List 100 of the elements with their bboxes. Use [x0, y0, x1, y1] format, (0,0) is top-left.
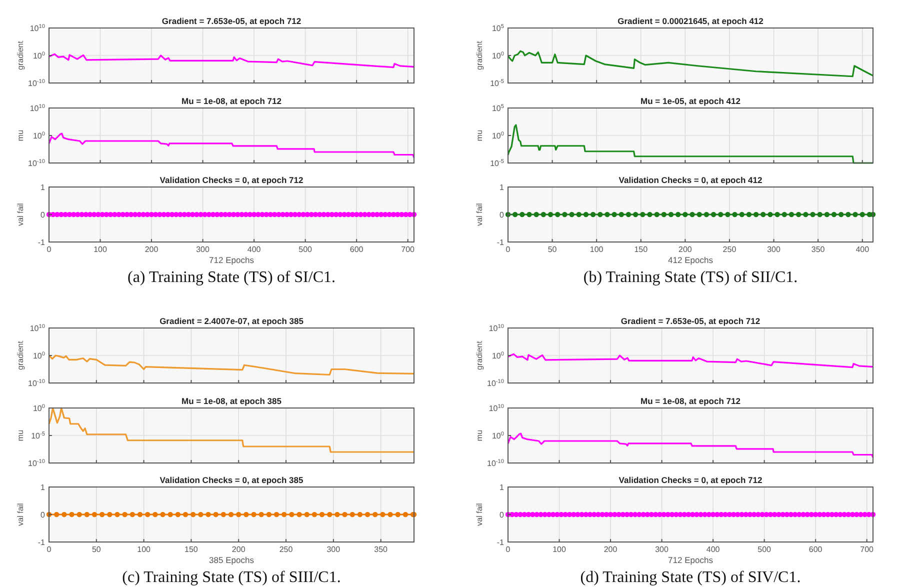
y-tick-label: 0	[40, 210, 46, 220]
y-tick-label: 10$^{-10}$	[487, 459, 504, 468]
x-tick-label: 350	[811, 245, 826, 254]
y-tick-label: 10$^{-10}$	[28, 379, 45, 388]
y-tick-label: 10$^{-5}$	[490, 79, 504, 88]
text: (d) Training State (TS) of SIV/C1.	[580, 569, 801, 586]
y-tick-label: 10$^{-10}$	[28, 79, 45, 88]
x-tick-label: 500	[758, 545, 772, 554]
y-axis-title: val fail	[16, 202, 25, 226]
chart-title: Mu = 1e-05, at epoch 412	[640, 96, 741, 106]
x-axis-title: 712 Epochs	[209, 255, 254, 265]
x-tick-label: 700	[860, 545, 874, 554]
x-tick-label: 400	[706, 545, 720, 554]
line-series	[48, 53, 415, 68]
y-axis-title: gradient	[475, 40, 484, 70]
y-tick-label: 10$^{0}$	[492, 432, 504, 440]
y-tick-label: -1	[496, 238, 505, 247]
x-tick-label: 600	[808, 545, 823, 554]
y-tick-label: 10$^{10}$	[488, 324, 504, 333]
x-tick-label: 150	[184, 545, 198, 554]
y-tick-label: -1	[38, 238, 46, 247]
x-axis-title: 712 Epochs	[668, 555, 713, 565]
x-tick-label: 300	[767, 245, 781, 254]
y-tick-label: 10$^{5}$	[492, 104, 504, 113]
x-tick-label: 0	[46, 545, 52, 554]
text: (b) Training State (TS) of SII/C1.	[583, 269, 798, 286]
y-tick-label: 1	[40, 483, 46, 492]
y-tick-label: 10$^{0}$	[32, 404, 45, 413]
y-tick-label: 10$^{-10}$	[487, 379, 504, 388]
y-tick-label: 10$^{0}$	[492, 352, 504, 360]
line-series	[507, 50, 874, 78]
x-tick-label: 200	[232, 545, 246, 554]
x-tick-label: 300	[326, 545, 341, 554]
y-axis-title: mu	[475, 130, 484, 142]
chart-title: Mu = 1e-08, at epoch 385	[182, 396, 282, 406]
text: (c) Training State (TS) of SIII/C1.	[122, 569, 341, 586]
line-series	[507, 124, 874, 164]
chart-title: Validation Checks = 0, at epoch 712	[160, 175, 304, 185]
chart-title: Validation Checks = 0, at epoch 412	[618, 175, 762, 185]
y-tick-label: 10$^{0}$	[492, 52, 504, 60]
x-tick-label: 0	[506, 245, 511, 254]
chart-title: Mu = 1e-08, at epoch 712	[182, 96, 282, 106]
y-tick-label: 0	[500, 510, 505, 520]
y-axis-title: gradient	[475, 340, 484, 370]
y-tick-label: 1	[40, 183, 46, 192]
chart-title: Gradient = 2.4007e-07, at epoch 385	[160, 316, 304, 326]
x-tick-label: 100	[94, 245, 108, 254]
line-series	[48, 354, 415, 376]
y-tick-label: 10$^{0}$	[492, 132, 504, 140]
chart-title: Validation Checks = 0, at epoch 385	[160, 475, 304, 485]
y-tick-label: 10$^{5}$	[492, 24, 504, 33]
x-tick-label: 400	[247, 245, 262, 254]
x-tick-label: 700	[401, 245, 416, 254]
line-series	[507, 353, 874, 368]
x-tick-label: 100	[590, 245, 604, 254]
y-tick-label: 10$^{10}$	[30, 104, 45, 113]
y-tick-label: 10$^{-5}$	[31, 432, 45, 440]
y-axis-title: gradient	[16, 40, 25, 70]
x-tick-label: 100	[552, 545, 566, 554]
y-axis-title: val fail	[16, 502, 25, 526]
x-tick-label: 250	[722, 245, 737, 254]
y-tick-label: -1	[38, 538, 46, 547]
x-tick-label: 0	[506, 545, 511, 554]
x-tick-label: 350	[374, 545, 388, 554]
chart-title: Mu = 1e-08, at epoch 712	[640, 396, 741, 406]
y-tick-label: 10$^{0}$	[32, 52, 45, 60]
x-axis-title: 412 Epochs	[668, 255, 713, 265]
x-tick-label: 150	[634, 245, 648, 254]
y-tick-label: 1	[500, 183, 505, 192]
x-tick-label: 400	[856, 245, 870, 254]
x-tick-label: 300	[655, 545, 670, 554]
x-tick-label: 600	[350, 245, 364, 254]
x-tick-label: 50	[548, 245, 558, 254]
x-tick-label: 100	[137, 545, 152, 554]
text: (a) Training State (TS) of SI/C1.	[128, 269, 336, 286]
y-axis-title: gradient	[16, 340, 25, 370]
x-tick-label: 250	[279, 545, 294, 554]
line-series	[48, 132, 415, 158]
chart-title: Gradient = 7.653e-05, at epoch 712	[162, 16, 302, 26]
y-axis-title: mu	[16, 430, 25, 442]
line-series	[507, 432, 874, 458]
y-tick-label: 10$^{0}$	[32, 132, 45, 140]
y-axis-title: mu	[475, 430, 484, 442]
chart-title: Validation Checks = 0, at epoch 712	[618, 475, 762, 485]
y-tick-label: 1	[500, 483, 505, 492]
y-tick-label: 0	[500, 210, 505, 220]
y-tick-label: -1	[496, 538, 505, 547]
x-tick-label: 200	[604, 545, 618, 554]
x-tick-label: 200	[144, 245, 159, 254]
x-axis-title: 385 Epochs	[209, 555, 254, 565]
x-tick-label: 50	[92, 545, 102, 554]
x-tick-label: 0	[46, 245, 52, 254]
y-tick-label: 10$^{-10}$	[28, 459, 45, 468]
chart-title: Gradient = 7.653e-05, at epoch 712	[620, 316, 760, 326]
y-tick-label: 10$^{10}$	[488, 404, 504, 413]
y-tick-label: 10$^{10}$	[30, 24, 45, 33]
line-series	[48, 407, 415, 453]
x-tick-label: 500	[298, 245, 313, 254]
x-tick-label: 300	[196, 245, 210, 254]
y-tick-label: 10$^{0}$	[32, 352, 45, 360]
